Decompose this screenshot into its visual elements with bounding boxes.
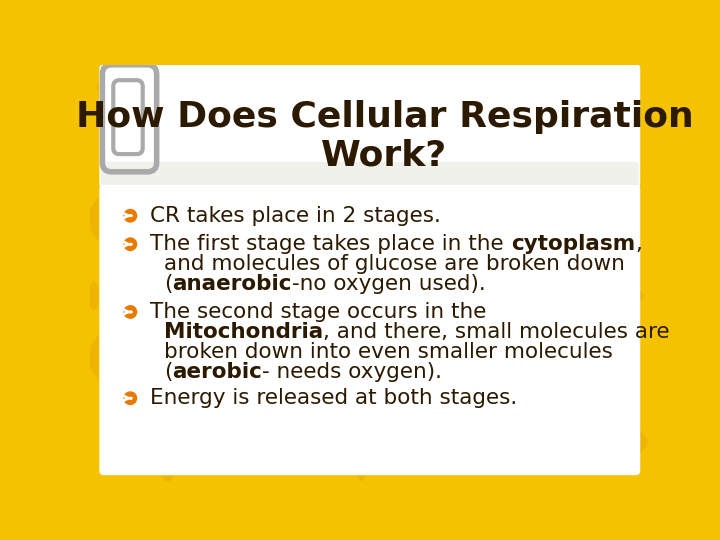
Circle shape [123, 305, 138, 319]
Text: Mitochondria: Mitochondria [163, 322, 323, 342]
Polygon shape [344, 433, 379, 482]
Polygon shape [608, 150, 641, 195]
Text: The second stage occurs in the: The second stage occurs in the [150, 302, 487, 322]
FancyBboxPatch shape [101, 162, 639, 191]
Polygon shape [621, 279, 644, 313]
Polygon shape [561, 282, 580, 309]
Text: aerobic: aerobic [172, 362, 262, 382]
Text: broken down into even smaller molecules: broken down into even smaller molecules [163, 342, 613, 362]
Polygon shape [616, 419, 649, 465]
Text: (: ( [163, 362, 172, 382]
FancyBboxPatch shape [99, 64, 640, 189]
Text: , and there, small molecules are: , and there, small molecules are [323, 322, 670, 342]
Text: - needs oxygen).: - needs oxygen). [262, 362, 442, 382]
Polygon shape [273, 442, 294, 473]
Polygon shape [96, 63, 130, 112]
Polygon shape [536, 53, 574, 107]
Text: (: ( [163, 274, 172, 294]
Polygon shape [581, 359, 622, 417]
Polygon shape [83, 330, 121, 384]
Text: How Does Cellular Respiration: How Does Cellular Respiration [76, 100, 693, 134]
Text: and molecules of glucose are broken down: and molecules of glucose are broken down [163, 254, 624, 274]
Text: Energy is released at both stages.: Energy is released at both stages. [150, 388, 518, 408]
Text: CR takes place in 2 stages.: CR takes place in 2 stages. [150, 206, 441, 226]
Polygon shape [388, 63, 412, 97]
Text: -no oxygen used).: -no oxygen used). [292, 274, 485, 294]
Circle shape [123, 209, 138, 222]
Polygon shape [191, 55, 222, 98]
Circle shape [123, 237, 138, 251]
Text: The first stage takes place in the: The first stage takes place in the [150, 234, 511, 254]
Polygon shape [83, 280, 104, 311]
Polygon shape [154, 446, 181, 484]
Text: cytoplasm: cytoplasm [511, 234, 635, 254]
Text: ,: , [635, 234, 642, 254]
Polygon shape [603, 92, 631, 130]
Polygon shape [524, 428, 554, 471]
FancyBboxPatch shape [99, 185, 640, 475]
Polygon shape [112, 419, 145, 465]
Polygon shape [83, 197, 113, 240]
Text: Work?: Work? [321, 139, 448, 173]
Text: anaerobic: anaerobic [172, 274, 292, 294]
Circle shape [123, 392, 138, 405]
